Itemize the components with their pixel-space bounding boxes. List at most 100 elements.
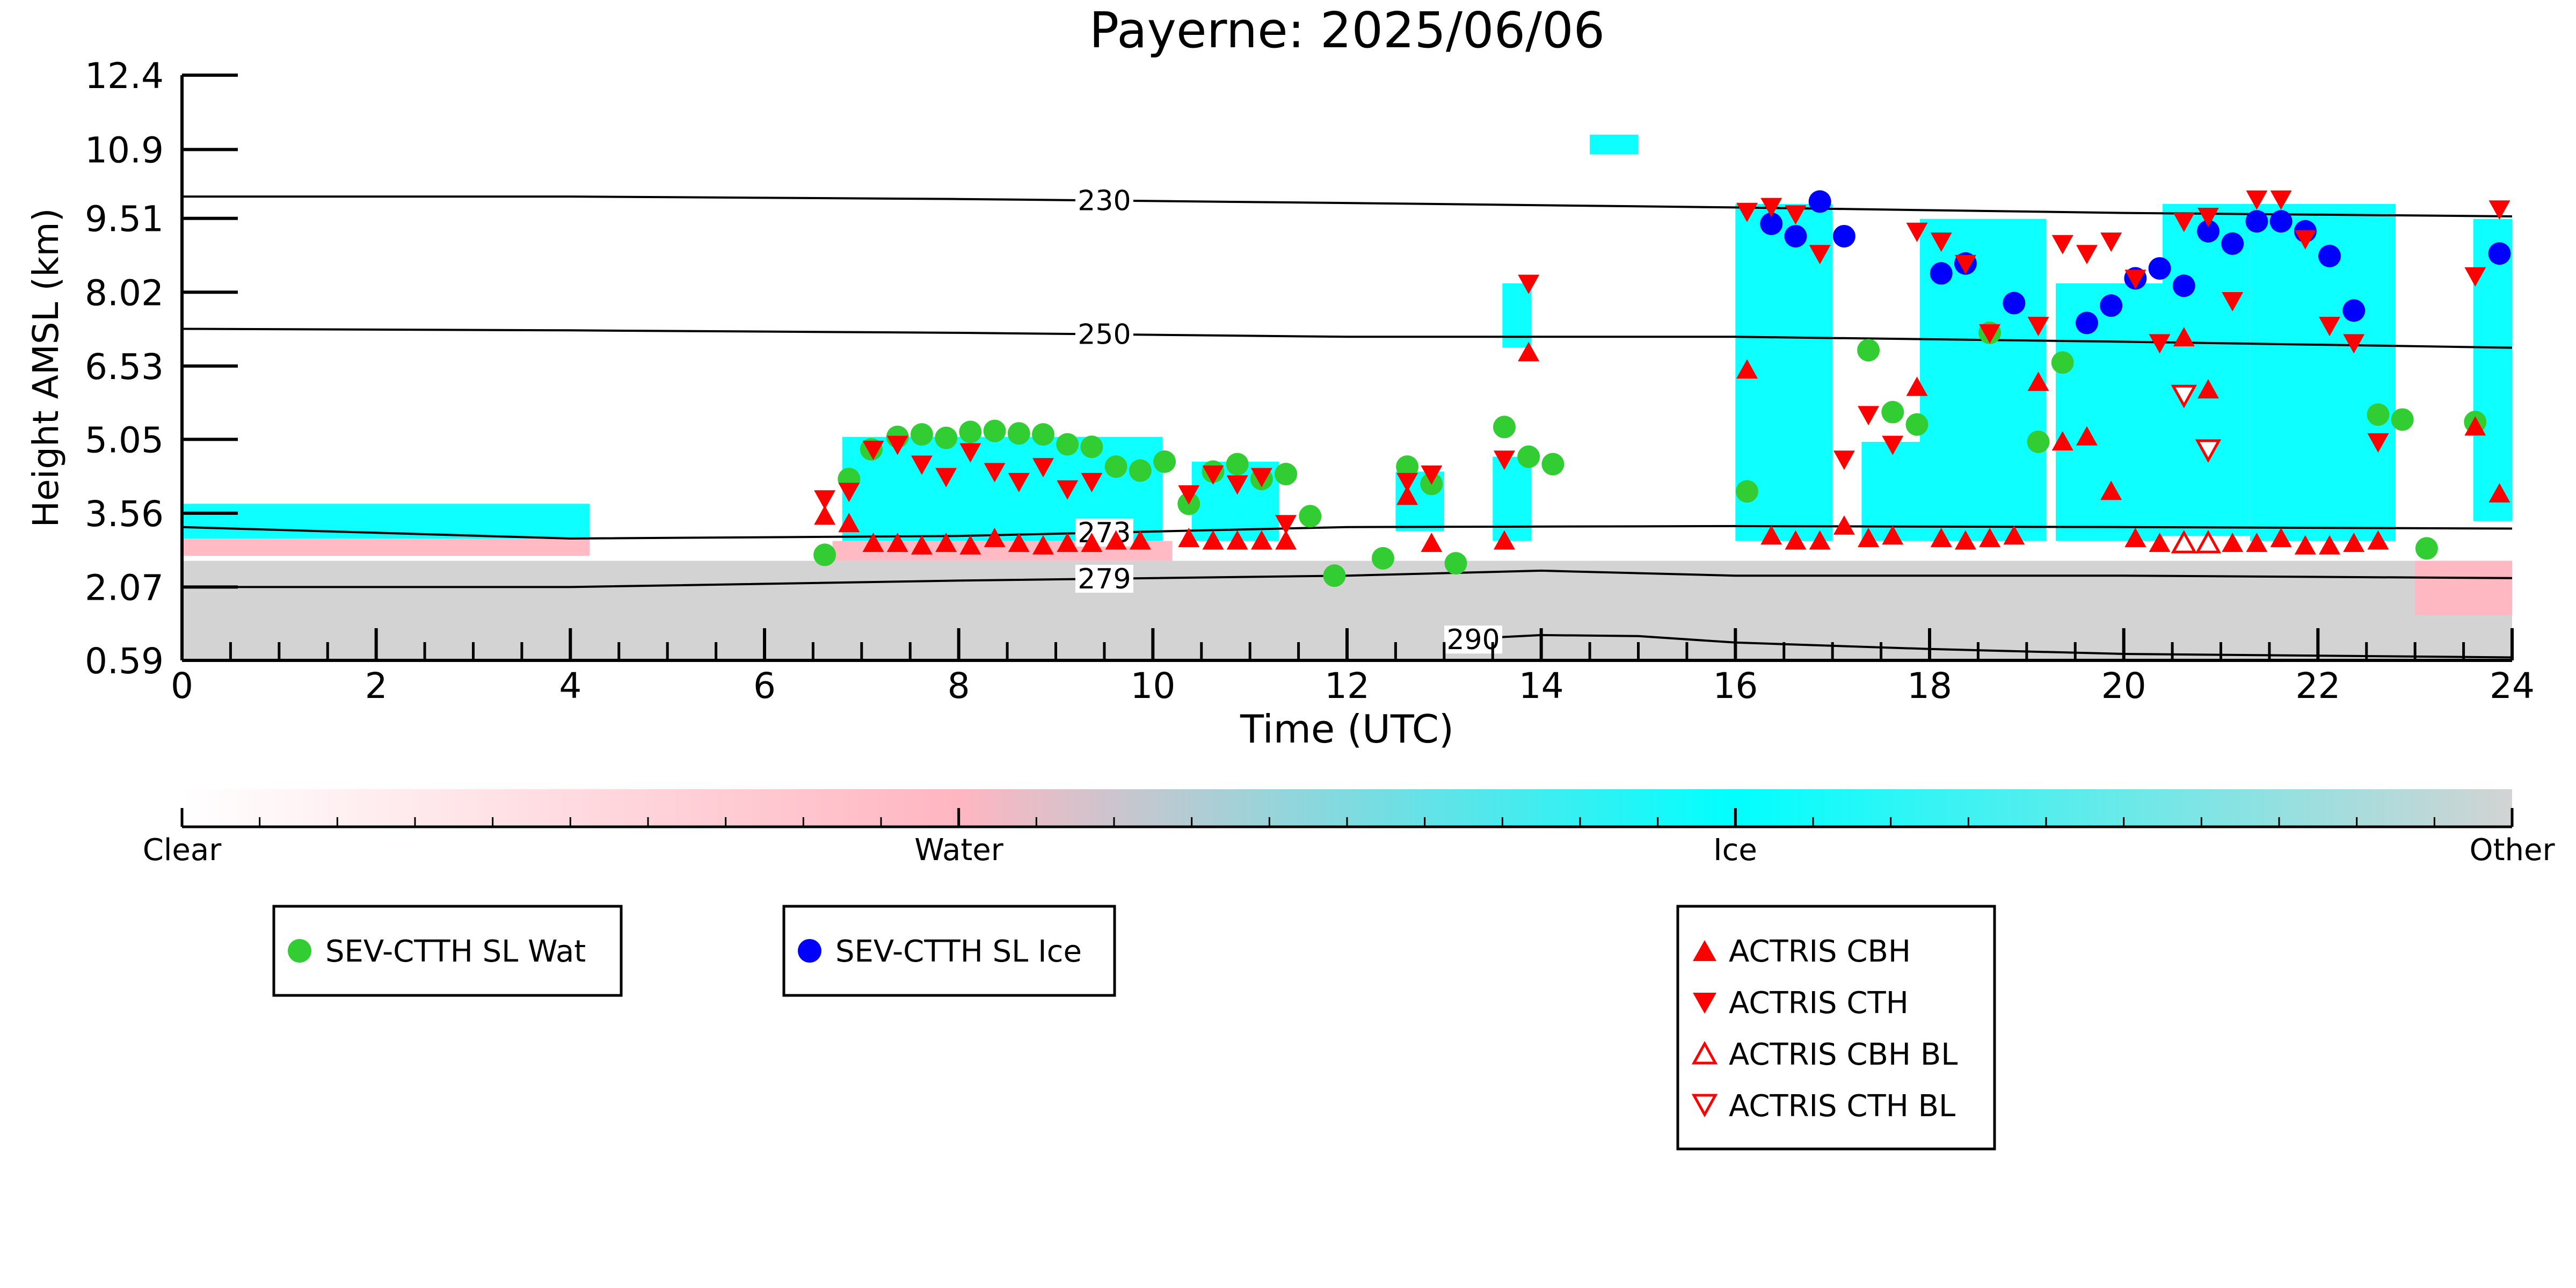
marker-actris-cbh-6 — [959, 535, 981, 555]
marker-actris-cth-2 — [862, 440, 884, 460]
marker-actris-cbh-20 — [1421, 533, 1443, 552]
marker-sev-ctth-sl-ice-19 — [2488, 242, 2511, 265]
marker-sev-ctth-sl-wat-35 — [2051, 351, 2074, 374]
marker-actris-cth-bl-1 — [2195, 439, 2222, 463]
marker-actris-cth-30 — [1954, 254, 1976, 274]
marker-actris-cbh-36 — [2051, 431, 2073, 450]
y-tick-label-2.07: 2.07 — [85, 567, 164, 608]
marker-sev-ctth-sl-wat-26 — [1493, 416, 1516, 439]
marker-actris-cth-bl-0 — [2171, 384, 2197, 409]
marker-actris-cth-17 — [1396, 472, 1418, 492]
marker-actris-cbh-35 — [2027, 372, 2049, 391]
y-tick-label-3.56: 3.56 — [85, 493, 164, 535]
marker-actris-cbh-17 — [1250, 530, 1272, 550]
marker-sev-ctth-sl-ice-11 — [2172, 274, 2195, 297]
marker-actris-cth-8 — [1008, 472, 1030, 492]
x-axis: 0 2 4 6 8 10 12 14 16 18 20 22 24 Time (UTC) — [171, 628, 2535, 752]
marker-actris-cth-26 — [1858, 406, 1880, 426]
marker-actris-cbh-1 — [838, 513, 860, 533]
marker-actris-cth-29 — [1930, 232, 1952, 252]
marker-sev-ctth-sl-ice-8 — [2100, 294, 2123, 317]
marker-actris-cbh-4 — [911, 535, 933, 555]
marker-actris-cbh-43 — [2222, 533, 2244, 552]
marker-sev-ctth-sl-wat-23 — [1396, 455, 1419, 478]
y-axis: 0.59 2.07 3.56 5.05 6.53 8.02 9.51 10.9 12.4 Hei… — [25, 55, 238, 682]
x-tick-label-18: 18 — [1907, 665, 1952, 707]
legend-sev-ice: SEV-CTTH SL Ice — [782, 905, 1116, 997]
legend-marker-sev-ice — [798, 939, 821, 963]
marker-actris-cth-11 — [1081, 472, 1103, 492]
marker-actris-cbh-0 — [814, 505, 836, 525]
marker-actris-cth-27 — [1882, 435, 1904, 455]
marker-actris-cth-16 — [1275, 515, 1297, 535]
marker-sev-ctth-sl-wat-38 — [2415, 537, 2438, 560]
x-tick-label-6: 6 — [753, 665, 776, 707]
y-tick-label-5.05: 5.05 — [85, 419, 164, 461]
marker-sev-ctth-sl-wat-4 — [910, 423, 933, 446]
legend-sev-wat: SEV-CTTH SL Wat — [272, 905, 623, 997]
x-tick-label-0: 0 — [171, 665, 193, 707]
bg-region-ice-7 — [1493, 456, 1532, 541]
marker-sev-ctth-sl-ice-2 — [1808, 190, 1831, 213]
marker-sev-ctth-sl-ice-7 — [2075, 311, 2098, 334]
chart-title: Payerne: 2025/06/06 — [1089, 2, 1605, 59]
marker-actris-cth-9 — [1032, 458, 1054, 478]
legend-label-sev-ice: SEV-CTTH SL Ice — [835, 934, 1082, 969]
marker-actris-cbh-2 — [862, 533, 884, 552]
marker-actris-cth-41 — [2246, 190, 2268, 210]
marker-actris-cth-35 — [2100, 232, 2122, 252]
marker-sev-ctth-sl-ice-12 — [2196, 220, 2220, 243]
marker-actris-cth-43 — [2294, 230, 2316, 250]
marker-actris-cbh-25 — [1785, 530, 1807, 550]
marker-sev-ctth-sl-wat-25 — [1444, 552, 1467, 575]
marker-actris-cbh-48 — [2343, 533, 2365, 552]
marker-actris-cth-19 — [1493, 450, 1515, 470]
x-tick-label-24: 24 — [2490, 665, 2535, 707]
marker-actris-cth-48 — [2488, 200, 2510, 220]
marker-actris-cth-40 — [2222, 292, 2244, 311]
marker-actris-cth-24 — [1809, 245, 1831, 265]
marker-actris-cbh-bl-1 — [2195, 530, 2222, 554]
marker-actris-cth-14 — [1226, 475, 1248, 495]
bg-region-ice-16 — [2473, 219, 2512, 521]
legend-label-actris-cbh-bl: ACTRIS CBH BL — [1729, 1037, 1958, 1072]
marker-sev-ctth-sl-wat-6 — [959, 420, 982, 443]
marker-actris-cth-12 — [1178, 485, 1200, 505]
marker-sev-ctth-sl-wat-14 — [1153, 450, 1176, 473]
marker-actris-cth-5 — [935, 468, 957, 487]
marker-sev-ctth-sl-wat-10 — [1056, 433, 1079, 456]
marker-sev-ctth-sl-wat-8 — [1007, 422, 1030, 445]
marker-sev-ctth-sl-wat-31 — [1881, 401, 1904, 424]
marker-actris-cth-21 — [1736, 202, 1758, 222]
marker-actris-cbh-40 — [2149, 533, 2171, 552]
marker-sev-ctth-sl-wat-13 — [1129, 459, 1152, 482]
marker-actris-cbh-28 — [1858, 527, 1880, 547]
marker-actris-cbh-23 — [1736, 359, 1758, 379]
marker-actris-cth-44 — [2319, 317, 2341, 337]
x-tick-label-2: 2 — [365, 665, 388, 707]
marker-actris-cbh-18 — [1275, 530, 1297, 550]
marker-actris-cth-42 — [2270, 190, 2292, 210]
marker-actris-cbh-29 — [1882, 525, 1904, 545]
marker-actris-cbh-7 — [984, 527, 1006, 547]
legend-label-sev-wat: SEV-CTTH SL Wat — [325, 934, 586, 969]
marker-actris-cbh-31 — [1930, 527, 1952, 547]
marker-sev-ctth-sl-wat-17 — [1226, 453, 1249, 476]
marker-actris-cth-38 — [2173, 213, 2195, 232]
y-tick-label-10.9: 10.9 — [85, 129, 164, 171]
x-tick-label-4: 4 — [559, 665, 581, 707]
marker-actris-cbh-bl-0 — [2171, 530, 2197, 554]
marker-actris-cbh-10 — [1057, 533, 1079, 552]
marker-actris-cbh-11 — [1081, 533, 1103, 552]
marker-actris-cth-10 — [1057, 480, 1079, 500]
marker-actris-cbh-27 — [1833, 515, 1855, 535]
legend-marker-actris-cbh — [1693, 940, 1716, 961]
marker-actris-cbh-21 — [1493, 530, 1515, 550]
marker-actris-cbh-39 — [2124, 527, 2146, 547]
legend-marker-actris-cth-bl — [1691, 1094, 1718, 1118]
marker-sev-ctth-sl-wat-11 — [1080, 435, 1103, 459]
marker-sev-ctth-sl-ice-17 — [2318, 244, 2341, 267]
marker-actris-cbh-41 — [2173, 327, 2195, 347]
